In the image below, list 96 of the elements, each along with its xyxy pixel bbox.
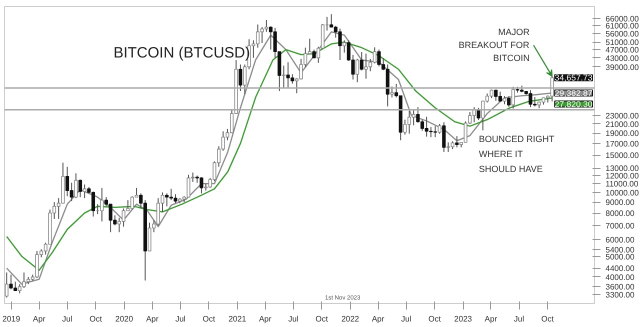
candlestick	[91, 190, 96, 218]
x-tick-label: Jul	[288, 314, 299, 324]
candlestick	[148, 222, 152, 252]
y-tick-label: 61000.00	[606, 22, 640, 31]
candlestick	[186, 174, 190, 198]
x-tick-label: Apr	[146, 314, 159, 324]
y-tick-label: 21000.00	[606, 120, 640, 129]
candlestick	[360, 52, 364, 71]
y-tick-label: 17000.00	[606, 139, 640, 148]
x-tick-label: Oct	[428, 314, 442, 324]
y-tick-label: 4400.00	[606, 264, 635, 274]
candlestick	[9, 274, 13, 290]
candlestick	[264, 19, 268, 32]
candlestick	[424, 116, 428, 138]
candlestick	[282, 65, 286, 89]
y-tick-label: 66000.00	[606, 14, 640, 24]
y-tick-label: 6000.00	[606, 236, 635, 245]
x-tick-label: Jul	[175, 314, 186, 324]
candlestick	[494, 89, 498, 102]
candlestick	[372, 46, 376, 64]
candlestick	[498, 91, 502, 102]
candlestick	[290, 74, 294, 84]
x-tick-label: Jul	[514, 314, 524, 324]
text: BITCOIN (BTCUSD)	[113, 44, 250, 62]
y-tick-label: 3300.00	[606, 290, 635, 300]
candlestick	[403, 119, 407, 136]
candlestick	[268, 26, 273, 50]
y-tick-label: 23000.00	[606, 112, 640, 121]
candlestick	[407, 110, 412, 134]
candlestick	[122, 208, 126, 228]
candlestick	[165, 192, 169, 207]
candlestick	[4, 272, 8, 298]
x-tick-label: Oct	[202, 314, 216, 324]
candlestick	[390, 86, 394, 98]
candlestick	[238, 64, 242, 92]
candlestick	[377, 49, 381, 67]
y-tick-label: 12000.00	[606, 172, 640, 181]
y-tick-label: 8000.00	[606, 209, 635, 218]
annotation: BOUNCED RIGHT WHERE IT SHOULD HAVE	[478, 134, 555, 174]
y-tick-label: 9000.00	[606, 198, 635, 208]
y-tick-label: 13000.00	[606, 164, 640, 174]
x-tick-label: 2022	[341, 314, 360, 324]
candlestick	[100, 187, 104, 222]
annotation: MAJOR BREAKOUT FOR BITCOIN	[458, 27, 530, 64]
candlestick	[511, 86, 515, 110]
y-tick-label: 11000.00	[606, 180, 639, 189]
y-tick-label: 19000.00	[606, 129, 640, 138]
candlestick	[35, 250, 39, 279]
candlestick	[455, 136, 459, 148]
candlestick	[78, 179, 82, 198]
x-tick-label: Oct	[90, 314, 103, 324]
candlestick	[108, 204, 112, 233]
y-tick-label: 15000.00	[606, 151, 640, 160]
y-tick-label: 5400.00	[606, 245, 635, 254]
candlestick	[412, 108, 416, 126]
x-tick-label: Oct	[316, 314, 329, 324]
candlestick	[356, 58, 360, 83]
x-tick-label: 2021	[228, 314, 247, 324]
y-tick-label: 10000.00	[606, 188, 640, 198]
candlestick	[200, 176, 204, 194]
y-tick-label: 39000.00	[606, 62, 640, 72]
candlestick	[338, 28, 342, 60]
y-tick-label: 7000.00	[606, 221, 635, 230]
candlestick	[507, 96, 511, 108]
candlestick	[256, 24, 260, 48]
candlestick	[528, 90, 532, 108]
x-tick-label: 2023	[454, 314, 473, 324]
candlestick	[342, 40, 346, 54]
x-tick-label: Apr	[484, 314, 498, 324]
candlestick	[260, 26, 264, 44]
candlestick	[82, 184, 86, 199]
candlestick	[476, 107, 480, 121]
y-tick-label: 43000.00	[606, 54, 640, 63]
x-tick-label: 2020	[115, 314, 134, 324]
x-tick-label: Jul	[401, 314, 412, 324]
candlestick	[442, 122, 446, 152]
candlestick	[330, 14, 334, 28]
candlestick	[364, 53, 368, 80]
x-tick-label: Oct	[541, 314, 554, 324]
x-tick-label: Apr	[258, 314, 272, 324]
annotation: 29,382.87	[554, 88, 593, 98]
candlestick	[438, 123, 442, 134]
x-tick-label: Jul	[62, 314, 73, 324]
y-tick-label: 56000.00	[606, 29, 640, 38]
candlestick	[74, 172, 78, 199]
y-tick-label: 47000.00	[606, 46, 640, 55]
candlestick	[65, 166, 70, 197]
x-tick-label: Apr	[372, 314, 385, 324]
x-tick-label: Apr	[32, 314, 46, 324]
x-tick-label: 2019	[2, 314, 21, 324]
candlestick	[286, 62, 290, 89]
y-tick-label: 3600.00	[606, 282, 635, 292]
y-tick-label: 4000.00	[606, 272, 635, 282]
annotation: 34,657.73	[554, 72, 593, 83]
y-tick-label: 5000.00	[606, 252, 635, 262]
y-tick-label: 51000.00	[606, 38, 640, 48]
